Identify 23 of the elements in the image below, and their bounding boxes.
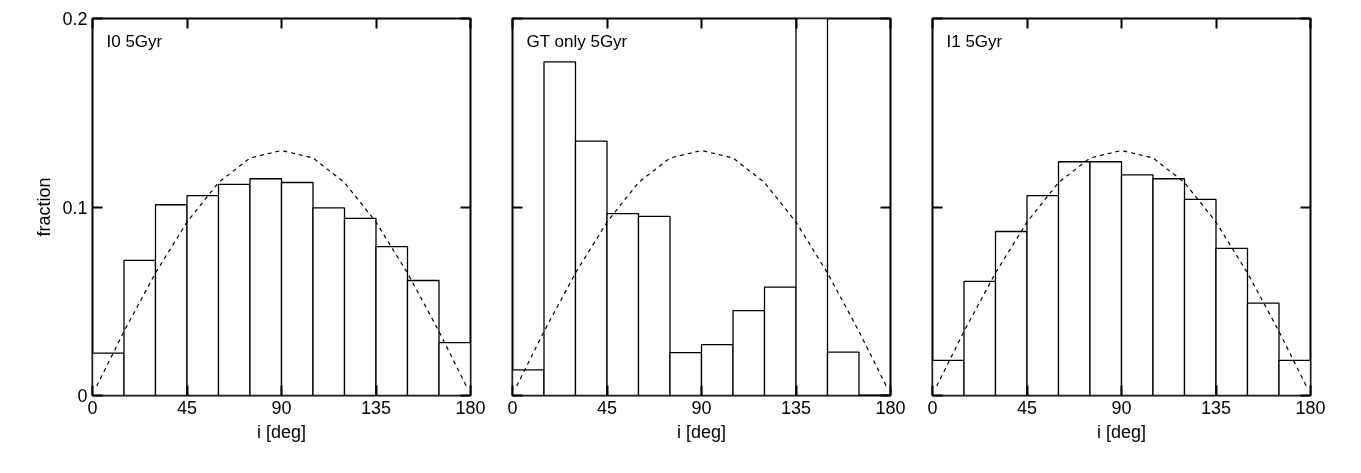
x-tick-label: 45 [176,397,198,418]
x-tick-label: 45 [596,397,618,418]
x-axis-title: i [deg] [1096,421,1147,442]
y-axis-title: fraction [34,177,55,237]
annotation: I0 5Gyr [106,31,163,51]
x-tick-label: 45 [1016,397,1038,418]
x-axis-title: i [deg] [676,421,727,442]
y-tick-label: 0.2 [62,9,88,29]
x-tick-label: 0 [507,397,518,418]
y-tick-label: 0.1 [62,197,88,218]
x-tick-label: 90 [1111,397,1132,418]
x-tick-label: 135 [780,397,812,418]
x-tick-label: 90 [271,397,292,418]
x-tick-label: 90 [691,397,712,418]
x-tick-label: 135 [360,397,392,418]
annotation: GT only 5Gyr [526,31,628,51]
x-tick-label: 0 [927,397,938,418]
x-tick-label: 180 [1295,397,1326,418]
x-axis-title: i [deg] [256,421,307,442]
x-tick-label: 180 [875,397,906,418]
x-tick-label: 180 [455,397,486,418]
annotation: I1 5Gyr [946,31,1003,51]
x-tick-label: 135 [1200,397,1232,418]
